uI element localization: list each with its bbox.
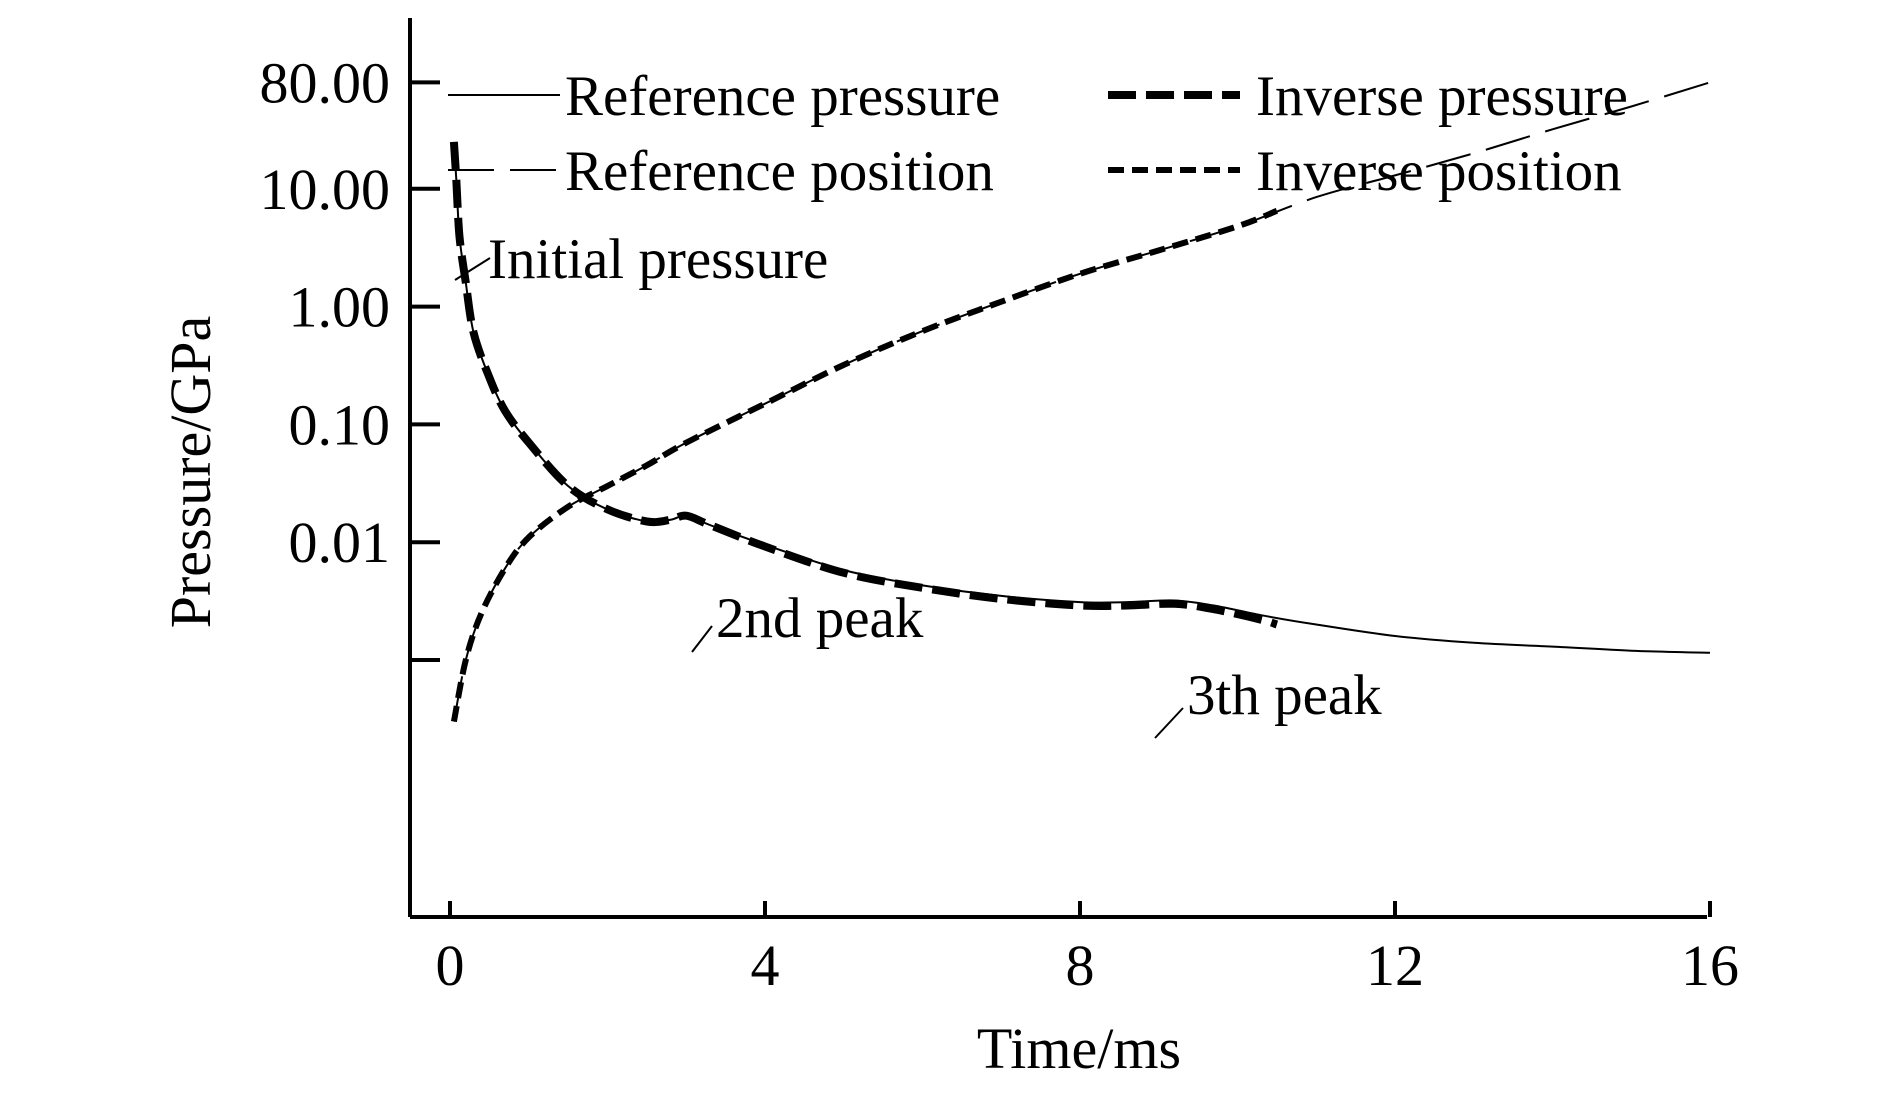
annotation-3th-peak: 3th peak [1187,664,1382,727]
series-line-inverse-position [450,208,1279,723]
annotation-leader-initial-pressure [454,257,491,281]
x-tick-label-4: 4 [751,933,780,998]
legend-label-inverse-position: Inverse position [1256,140,1622,203]
series-line-reference-pressure [452,141,1711,654]
x-tick-label-16: 16 [1681,933,1739,998]
y-tick-label-2: 1.00 [289,275,391,340]
annotation-leader-3th-peak [1154,707,1184,739]
y-tick-label-4: 0.01 [289,510,391,575]
ticks: 0 4 8 12 16 80.00 10.00 1.00 0.10 0.01 [260,50,1740,998]
annotation-leader-2nd-peak [691,625,713,653]
series-layer [449,81,1711,723]
y-axis-title: Pressure/GPa [158,316,223,629]
legend: Reference pressure Inverse pressure Refe… [448,65,1628,203]
x-tick-label-0: 0 [436,933,465,998]
annotation-2nd-peak: 2nd peak [716,587,924,650]
y-tick-label-1: 10.00 [260,157,391,222]
y-tick-label-3: 0.10 [289,392,391,457]
y-tick-label-0: 80.00 [260,50,391,115]
x-tick-label-12: 12 [1366,933,1424,998]
legend-label-inverse-pressure: Inverse pressure [1256,65,1628,128]
legend-label-reference-position: Reference position [565,140,994,203]
axes [408,18,1707,919]
annotation-initial-pressure: Initial pressure [488,228,828,291]
x-tick-label-8: 8 [1066,933,1095,998]
x-axis-title: Time/ms [977,1016,1181,1081]
legend-label-reference-pressure: Reference pressure [565,65,1000,128]
annotations: Initial pressure 2nd peak 3th peak [454,228,1382,739]
series-line-inverse-pressure [449,141,1279,629]
